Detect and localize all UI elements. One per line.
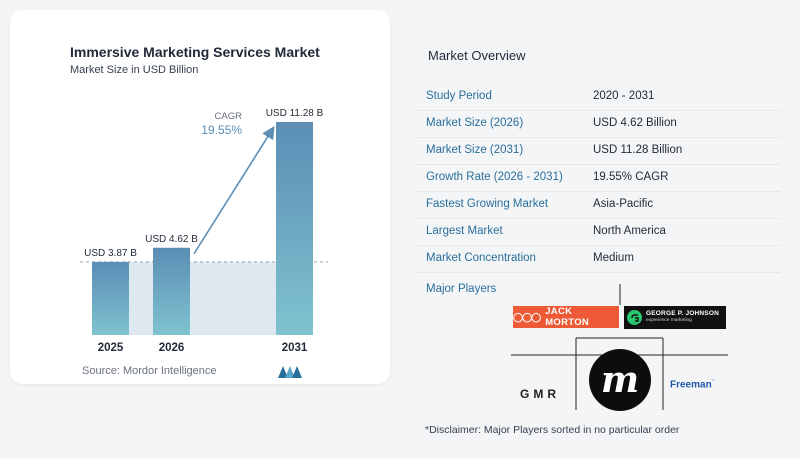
chart-source: Source: Mordor Intelligence — [82, 365, 217, 377]
overview-row-label: Market Concentration — [426, 252, 536, 264]
data-label-2031: USD 11.28 B — [266, 108, 324, 119]
overview-row-value: USD 4.62 Billion — [593, 117, 677, 129]
data-label-2025: USD 3.87 B — [84, 248, 137, 259]
overview-row: Market Concentration Medium — [417, 246, 781, 273]
overview-row: Study Period 2020 - 2031 — [417, 84, 781, 111]
overview-row-label: Market Size (2026) — [426, 117, 524, 129]
bar-2031 — [276, 122, 313, 335]
x-tick-label-2031: 2031 — [282, 342, 308, 354]
overview-row-label: Growth Rate (2026 - 2031) — [426, 171, 563, 183]
bar-2026 — [153, 247, 190, 335]
overview-row-value: 19.55% CAGR — [593, 171, 669, 183]
overview-table: Study Period 2020 - 2031 Market Size (2026… — [417, 84, 781, 273]
gpj-sub: experience marketing — [646, 317, 692, 323]
rings-icon: ◯◯◯ — [513, 311, 541, 322]
overview-row-label: Fastest Growing Market — [426, 198, 549, 210]
chart-title: Immersive Marketing Services Market — [70, 44, 320, 60]
gpj-mark-icon — [627, 310, 642, 325]
cagr-arrow — [193, 125, 275, 255]
players-title: Major Players — [426, 283, 497, 295]
freeman-logo: Freeman◝ — [670, 378, 714, 390]
cagr-value: 19.55% — [201, 123, 242, 137]
momentum-logo: m — [589, 349, 651, 411]
overview-row: Market Size (2026) USD 4.62 Billion — [417, 111, 781, 138]
overview-row-value: North America — [593, 225, 666, 237]
overview-row-value: USD 11.28 Billion — [593, 144, 683, 156]
bar-chart: USD 3.87 B 2025 USD 4.62 B 2026 USD 11.28 B 2… — [80, 108, 328, 354]
cagr-label: CAGR — [215, 111, 243, 122]
overview-row-value: 2020 - 2031 — [593, 90, 655, 102]
overview-row: Market Size (2031) USD 11.28 Billion — [417, 138, 781, 165]
gmr-logo: GMR — [520, 387, 560, 401]
gpj-name: GEORGE P. JOHNSON — [646, 310, 719, 318]
overview-row: Largest Market North America — [417, 219, 781, 246]
bar-2025 — [92, 261, 129, 335]
x-tick-label-2026: 2026 — [159, 342, 185, 354]
freeman-text: Freeman — [670, 379, 712, 391]
data-label-2026: USD 4.62 B — [145, 234, 198, 245]
george-p-johnson-logo: GEORGE P. JOHNSON experience marketing — [624, 306, 726, 329]
x-tick-label-2025: 2025 — [98, 342, 124, 354]
overview-row-label: Study Period — [426, 90, 492, 102]
overview-title: Market Overview — [428, 48, 526, 63]
jack-morton-logo: ◯◯◯ JACK MORTON — [513, 306, 619, 328]
freeman-mark-icon: ◝ — [711, 379, 715, 385]
overview-row-value: Asia-Pacific — [593, 198, 654, 210]
overview-row-label: Largest Market — [426, 225, 503, 237]
overview-row-label: Market Size (2031) — [426, 144, 524, 156]
jack-morton-text: JACK MORTON — [545, 306, 590, 328]
disclaimer: *Disclaimer: Major Players sorted in no … — [425, 424, 680, 436]
overview-row: Growth Rate (2026 - 2031) 19.55% CAGR — [417, 165, 781, 192]
overview-row-value: Medium — [593, 252, 634, 264]
chart-subtitle: Market Size in USD Billion — [70, 64, 199, 76]
overview-row: Fastest Growing Market Asia-Pacific — [417, 192, 781, 219]
mordor-intelligence-logo — [278, 366, 302, 378]
